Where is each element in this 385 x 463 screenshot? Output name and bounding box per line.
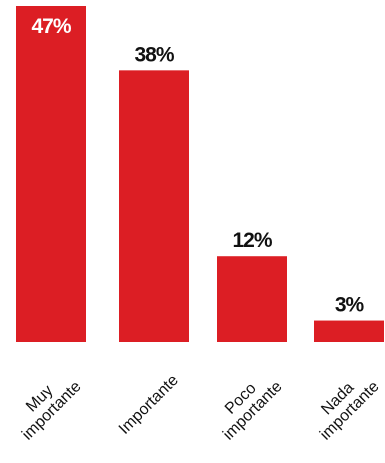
value-label-1: 38% <box>134 43 174 66</box>
category-label-line: importante <box>19 378 85 444</box>
bar-3 <box>314 320 384 342</box>
value-label-0: 47% <box>31 15 71 38</box>
bar-2 <box>217 256 287 342</box>
category-label-2: Pocoimportante <box>208 366 286 444</box>
bar-1 <box>119 70 189 342</box>
value-labels-group: 47% 38% 12% 3% <box>31 15 365 317</box>
category-labels-group: Muyimportante Importante Pocoimportante Nad… <box>7 366 383 444</box>
category-label-3: Nadaimportante <box>305 366 383 444</box>
category-label-1: Importante <box>116 372 182 438</box>
value-label-2: 12% <box>232 229 272 252</box>
category-label-line: Importante <box>116 372 182 438</box>
bars-group <box>16 6 384 342</box>
bar-0 <box>16 6 86 342</box>
category-label-0: Muyimportante <box>7 366 85 444</box>
value-label-3: 3% <box>335 294 365 317</box>
